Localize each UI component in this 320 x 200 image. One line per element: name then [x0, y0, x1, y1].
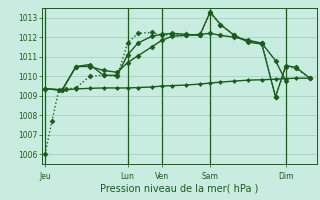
- X-axis label: Pression niveau de la mer( hPa ): Pression niveau de la mer( hPa ): [100, 183, 258, 193]
